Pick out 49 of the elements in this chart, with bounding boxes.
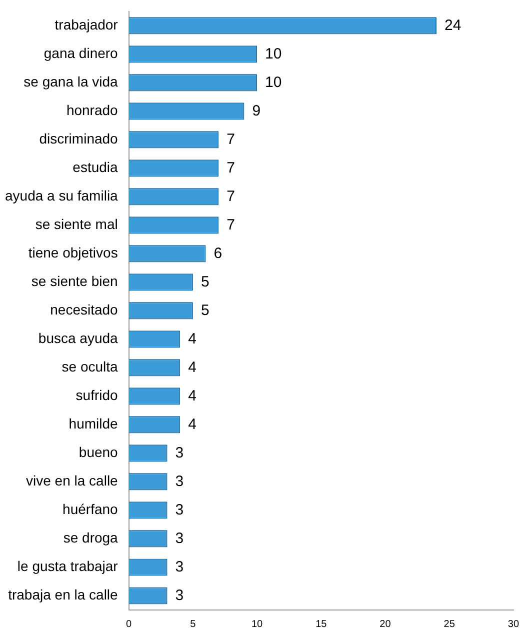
y-tick-label: le gusta trabajar bbox=[17, 558, 118, 574]
y-tick-label: necesitado bbox=[50, 302, 118, 318]
x-tick-label: 10 bbox=[251, 618, 264, 630]
y-tick-label: trabajador bbox=[54, 16, 118, 33]
y-tick-label: humilde bbox=[68, 416, 118, 432]
data-label: 5 bbox=[200, 302, 210, 319]
x-tick-label: 20 bbox=[380, 618, 392, 630]
y-tick-label: bueno bbox=[78, 444, 118, 460]
y-tick-label: busca ayuda bbox=[38, 330, 118, 346]
y-tick-label: tiene objetivos bbox=[28, 244, 118, 261]
data-label: 6 bbox=[214, 244, 222, 262]
data-label: 7 bbox=[226, 216, 235, 234]
y-tick-label: huérfano bbox=[62, 501, 118, 518]
y-tick-label: se siente mal bbox=[35, 216, 118, 232]
data-label: 9 bbox=[252, 102, 261, 120]
data-label: 4 bbox=[188, 416, 196, 433]
y-tick-label: honrado bbox=[66, 102, 118, 118]
data-label: 7 bbox=[226, 159, 235, 176]
y-tick-label: sufrido bbox=[76, 387, 118, 404]
data-label: 3 bbox=[175, 472, 184, 490]
data-label: 10 bbox=[265, 45, 282, 62]
y-tick-label: se oculta bbox=[62, 358, 118, 375]
y-tick-label: gana dinero bbox=[44, 45, 118, 62]
data-label: 24 bbox=[444, 16, 462, 34]
y-tick-label: vive en la calle bbox=[26, 472, 118, 489]
data-label: 3 bbox=[175, 586, 184, 604]
y-tick-label: se siente bien bbox=[31, 273, 118, 290]
data-label: 7 bbox=[226, 130, 235, 148]
data-label: 4 bbox=[188, 330, 196, 348]
data-label: 4 bbox=[188, 358, 196, 376]
y-tick-label: discriminado bbox=[39, 130, 118, 147]
data-label: 10 bbox=[265, 74, 282, 91]
x-tick-label: 15 bbox=[316, 618, 328, 630]
data-label: 3 bbox=[175, 501, 184, 518]
data-label: 4 bbox=[188, 387, 196, 404]
y-tick-label: estudia bbox=[72, 159, 118, 176]
data-label: 3 bbox=[175, 444, 184, 462]
x-tick-label: 5 bbox=[190, 618, 196, 630]
x-tick-label: 30 bbox=[508, 618, 520, 630]
data-label: 5 bbox=[200, 273, 210, 290]
data-label: 3 bbox=[175, 530, 184, 547]
y-tick-label: se droga bbox=[63, 530, 118, 546]
data-label: 3 bbox=[175, 558, 184, 576]
y-tick-label: se gana la vida bbox=[24, 74, 118, 90]
y-tick-label: ayuda a su familia bbox=[4, 188, 118, 204]
x-tick-label: 25 bbox=[444, 618, 456, 630]
data-label: 7 bbox=[226, 188, 235, 205]
y-tick-label: trabaja en la calle bbox=[8, 586, 118, 603]
x-tick-label: 0 bbox=[126, 618, 132, 630]
